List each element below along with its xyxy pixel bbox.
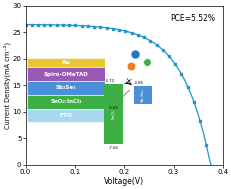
- Text: PCE=5.52%: PCE=5.52%: [170, 14, 215, 23]
- Point: [109, 105, 113, 108]
- Point: [133, 53, 136, 56]
- Y-axis label: Current Density(mA cm⁻²): Current Density(mA cm⁻²): [3, 42, 11, 129]
- Point: [129, 65, 132, 68]
- Point: [144, 61, 148, 64]
- X-axis label: Voltage(V): Voltage(V): [104, 177, 144, 186]
